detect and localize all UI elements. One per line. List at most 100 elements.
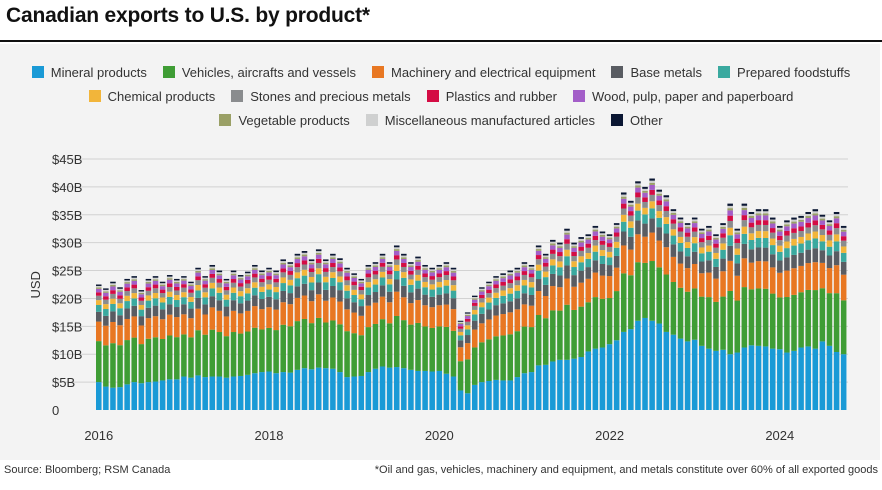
bar-segment	[166, 279, 173, 284]
bar-segment	[826, 224, 833, 226]
bar-segment	[223, 316, 230, 337]
bar-segment	[635, 234, 641, 263]
bar-segment	[209, 329, 216, 377]
bar-segment	[628, 202, 634, 205]
bar-segment	[287, 304, 294, 327]
bar-segment	[103, 304, 109, 310]
bar-segment	[464, 329, 471, 336]
bar-segment	[464, 335, 471, 344]
bar-segment	[684, 232, 691, 237]
bar-segment	[677, 227, 684, 232]
bar-segment	[826, 234, 833, 241]
bar-stack	[358, 278, 365, 410]
bar-segment	[798, 236, 804, 244]
bar-segment	[777, 231, 783, 236]
legend-swatch	[718, 66, 731, 78]
bar-segment	[777, 251, 783, 261]
bar-segment	[472, 298, 478, 300]
bar-segment	[691, 243, 698, 252]
bar-segment	[138, 316, 145, 326]
bar-segment	[479, 287, 485, 289]
bar-segment	[294, 259, 301, 264]
bar-segment	[571, 261, 577, 268]
bar-segment	[514, 271, 521, 273]
bar-segment	[649, 320, 655, 410]
bar-segment	[103, 299, 109, 305]
bar-segment	[649, 194, 655, 202]
bar-segment	[769, 228, 776, 233]
bar-segment	[344, 267, 350, 270]
bar-segment	[237, 276, 244, 279]
bar-segment	[273, 270, 279, 273]
bar-segment	[741, 205, 748, 208]
bar-segment	[464, 359, 471, 394]
bar-segment	[450, 276, 457, 281]
bar-segment	[308, 264, 315, 269]
bar-segment	[741, 210, 748, 216]
bar-segment	[486, 339, 492, 381]
bar-segment	[450, 330, 457, 377]
bar-segment	[500, 295, 506, 304]
bar-segment	[145, 295, 152, 301]
bar-segment	[762, 346, 769, 410]
bar-segment	[237, 296, 244, 304]
bar-segment	[330, 257, 336, 259]
bar-stack	[606, 234, 613, 410]
bar-segment	[706, 251, 712, 261]
bar-segment	[620, 231, 627, 246]
bar-segment	[613, 236, 620, 242]
legend-swatch	[162, 66, 175, 78]
bar-segment	[457, 326, 464, 329]
bar-segment	[386, 265, 393, 267]
bar-segment	[308, 369, 315, 410]
bar-segment	[606, 246, 613, 252]
bar-segment	[769, 348, 776, 410]
bar-segment	[606, 237, 613, 240]
bar-segment	[606, 243, 613, 247]
bar-segment	[706, 227, 712, 230]
bar-segment	[110, 343, 116, 388]
bar-stack	[741, 203, 748, 410]
bar-segment	[393, 315, 400, 368]
bar-segment	[181, 304, 187, 315]
bar-segment	[223, 294, 230, 300]
bar-segment	[237, 279, 244, 284]
bar-segment	[727, 210, 733, 216]
bar-segment	[401, 297, 407, 321]
bar-segment	[259, 286, 265, 292]
y-tick-label: $25B	[52, 264, 82, 279]
bar-segment	[117, 345, 123, 388]
bar-segment	[741, 258, 748, 288]
bar-segment	[741, 287, 748, 348]
bar-segment	[748, 239, 755, 250]
bar-segment	[748, 217, 755, 223]
bar-segment	[628, 221, 634, 228]
bar-segment	[734, 238, 741, 243]
bar-segment	[273, 278, 279, 283]
bar-segment	[393, 255, 400, 260]
bar-segment	[798, 347, 804, 410]
bar-segment	[578, 270, 584, 283]
bar-segment	[131, 337, 137, 383]
bar-segment	[436, 281, 443, 288]
bar-segment	[606, 239, 613, 244]
bar-segment	[699, 233, 705, 239]
bar-segment	[117, 387, 123, 410]
bar-segment	[294, 255, 301, 258]
bar-segment	[755, 220, 762, 225]
bar-segment	[769, 217, 776, 220]
bar-segment	[628, 206, 634, 212]
bar-stack	[663, 195, 670, 410]
bar-segment	[408, 267, 414, 271]
bar-segment	[521, 293, 528, 305]
bar-segment	[713, 234, 719, 237]
bar-segment	[727, 208, 733, 211]
bar-segment	[443, 326, 450, 374]
bar-segment	[514, 269, 521, 272]
bar-segment	[252, 373, 258, 410]
bar-segment	[443, 265, 450, 268]
bar-segment	[755, 213, 762, 216]
bar-segment	[103, 386, 109, 410]
bar-segment	[202, 334, 208, 378]
bar-segment	[628, 200, 634, 203]
